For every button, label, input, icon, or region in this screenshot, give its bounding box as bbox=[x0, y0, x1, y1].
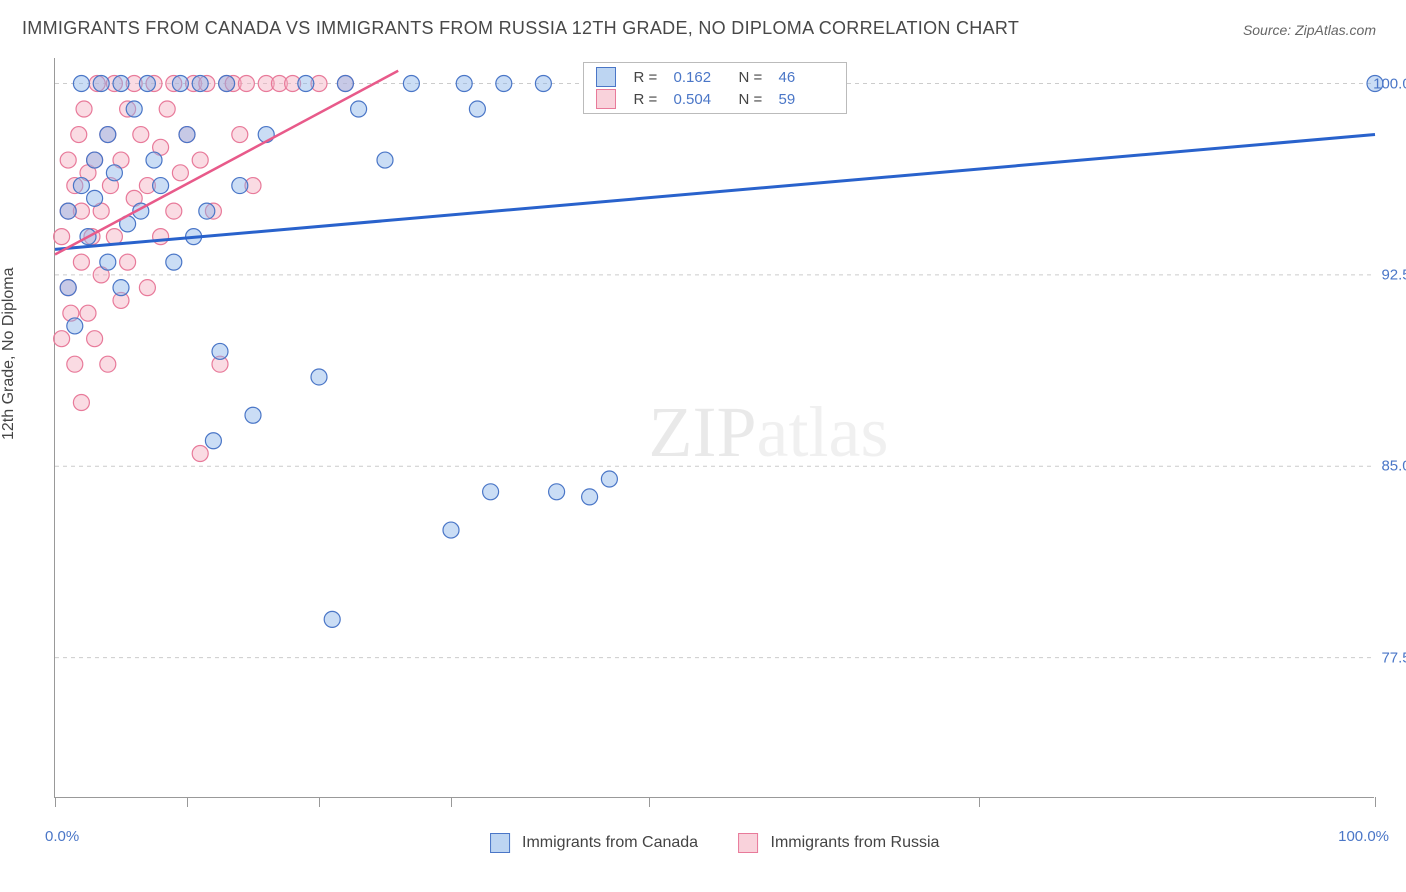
legend-row-canada: R = 0.162 N = 46 bbox=[596, 67, 834, 87]
canada-r-value: 0.162 bbox=[674, 69, 729, 86]
russia-swatch bbox=[596, 89, 616, 109]
russia-swatch-bottom bbox=[738, 833, 758, 853]
y-axis-label: 12th Grade, No Diploma bbox=[0, 267, 18, 440]
x-tick bbox=[55, 797, 56, 807]
legend-row-russia: R = 0.504 N = 59 bbox=[596, 89, 834, 109]
canada-label: Immigrants from Canada bbox=[522, 834, 698, 851]
chart-area: ZIPatlas R = 0.162 N = 46 R = 0.504 N = … bbox=[54, 58, 1374, 798]
correlation-legend: R = 0.162 N = 46 R = 0.504 N = 59 bbox=[583, 62, 847, 114]
legend-item-canada: Immigrants from Canada bbox=[490, 833, 699, 853]
x-tick bbox=[187, 797, 188, 807]
plot-svg bbox=[55, 58, 1374, 797]
legend-item-russia: Immigrants from Russia bbox=[738, 833, 939, 853]
y-tick-label: 92.5% bbox=[1381, 266, 1406, 283]
n-label: N = bbox=[739, 91, 769, 108]
canada-swatch bbox=[596, 67, 616, 87]
chart-title: IMMIGRANTS FROM CANADA VS IMMIGRANTS FRO… bbox=[22, 18, 1019, 39]
series-legend: Immigrants from Canada Immigrants from R… bbox=[490, 833, 940, 853]
russia-r-value: 0.504 bbox=[674, 91, 729, 108]
russia-n-value: 59 bbox=[779, 91, 834, 108]
x-tick bbox=[649, 797, 650, 807]
canada-n-value: 46 bbox=[779, 69, 834, 86]
x-tick bbox=[451, 797, 452, 807]
y-tick-label: 85.0% bbox=[1381, 458, 1406, 475]
x-max-label: 100.0% bbox=[1338, 828, 1389, 845]
x-tick bbox=[319, 797, 320, 807]
r-label: R = bbox=[634, 91, 664, 108]
y-tick-label: 100.0% bbox=[1373, 75, 1406, 92]
russia-label: Immigrants from Russia bbox=[771, 834, 940, 851]
x-tick bbox=[979, 797, 980, 807]
r-label: R = bbox=[634, 69, 664, 86]
y-tick-label: 77.5% bbox=[1381, 649, 1406, 666]
x-min-label: 0.0% bbox=[45, 828, 79, 845]
x-tick bbox=[1375, 797, 1376, 807]
source-label: Source: ZipAtlas.com bbox=[1243, 22, 1376, 38]
n-label: N = bbox=[739, 69, 769, 86]
canada-swatch-bottom bbox=[490, 833, 510, 853]
